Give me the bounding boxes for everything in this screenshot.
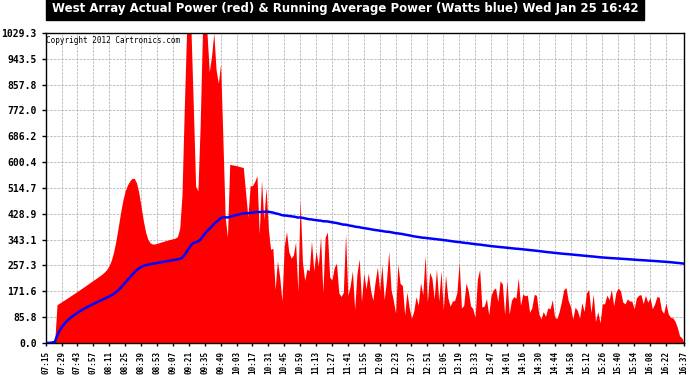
Text: West Array Actual Power (red) & Running Average Power (Watts blue) Wed Jan 25 16: West Array Actual Power (red) & Running … bbox=[52, 2, 638, 15]
Text: Copyright 2012 Cartronics.com: Copyright 2012 Cartronics.com bbox=[46, 36, 180, 45]
